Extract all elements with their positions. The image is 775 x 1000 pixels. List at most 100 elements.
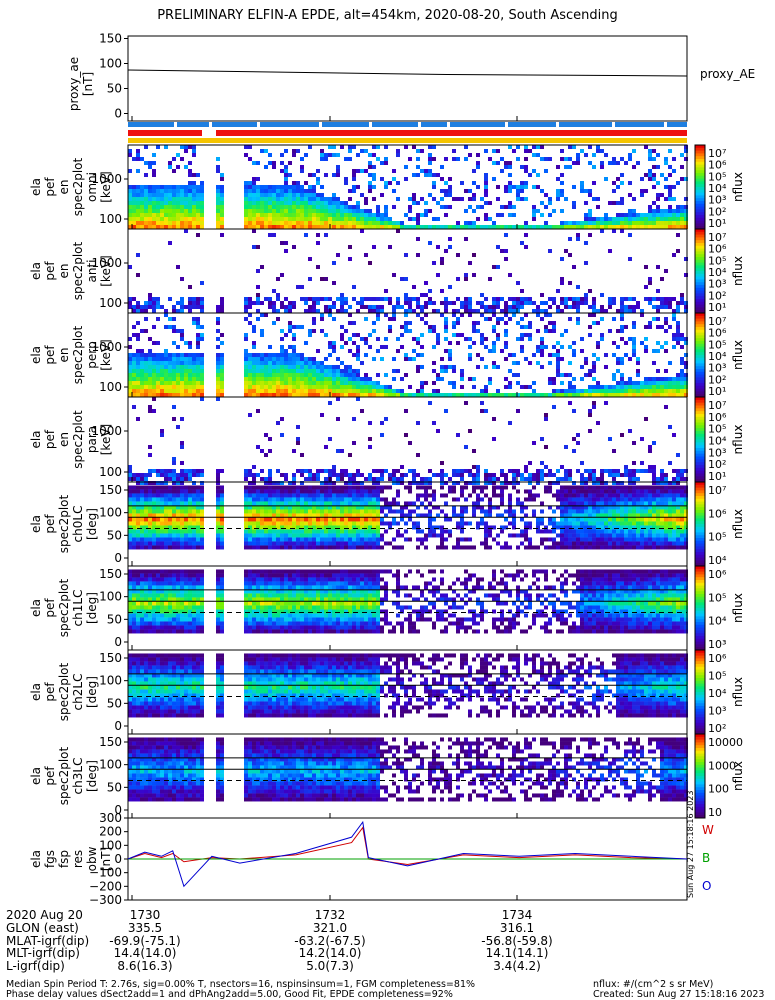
spectrogram-cell: [248, 413, 252, 417]
spectrogram-cell: [132, 325, 136, 329]
spectrogram-cell: [248, 469, 252, 473]
spectrogram-cell: [188, 205, 192, 209]
spectrogram-cell: [196, 233, 200, 237]
spectrogram-cell: [292, 361, 296, 365]
spectrogram-cell: [384, 417, 388, 421]
spectrogram-cell: [284, 353, 288, 357]
spectrogram-cell: [216, 473, 220, 477]
spectrogram-cell: [620, 337, 624, 341]
spectrogram-cell: [628, 513, 632, 518]
spectrogram-cell: [648, 389, 652, 393]
spectrogram-cell: [140, 305, 144, 309]
spectrogram-cell: [132, 373, 136, 377]
spectrogram-cell: [128, 301, 132, 305]
spectrogram-cell: [600, 337, 604, 341]
spectrogram-cell: [316, 365, 320, 369]
epd-coverage-segment: [128, 130, 202, 136]
spectrogram-cell: [632, 385, 636, 389]
spectrogram-cell: [540, 473, 544, 477]
spectrogram-cell: [636, 225, 640, 229]
spectrogram-cell: [404, 225, 408, 229]
spectrogram-cell: [132, 193, 136, 197]
spectrogram-cell: [612, 161, 616, 165]
spectrogram-cell: [676, 305, 680, 309]
spectrogram-cell: [600, 505, 604, 510]
spectrogram-cell: [248, 157, 252, 161]
spectrogram-cell: [284, 361, 288, 365]
spectrogram-cell: [584, 153, 588, 157]
spectrogram-cell: [372, 389, 376, 393]
spectrogram-cell: [264, 545, 268, 550]
spectrogram-cell: [168, 513, 172, 518]
spectrogram-cell: [472, 225, 476, 229]
spectrogram-cell: [284, 497, 288, 502]
spectrogram-cell: [256, 377, 260, 381]
spectrogram-cell: [296, 485, 300, 490]
spectrogram-cell: [484, 509, 488, 514]
spectrogram-cell: [368, 541, 372, 546]
spectrogram-cell: [348, 473, 352, 477]
spectrogram-cell: [668, 297, 672, 301]
spectrogram-cell: [552, 509, 556, 514]
spectrogram-cell: [284, 209, 288, 213]
proxy-ae-frame: [127, 35, 688, 122]
spectrogram-cell: [368, 393, 372, 397]
spectrogram-cell: [340, 505, 344, 510]
spectrogram-cell: [320, 493, 324, 498]
spectrogram-cell: [612, 525, 616, 530]
spectrogram-cell: [340, 529, 344, 534]
spectrogram-cell: [504, 313, 508, 317]
spectrogram-cell: [540, 309, 544, 313]
spectrogram-cell: [472, 393, 476, 397]
spectrogram-cell: [416, 221, 420, 225]
spectrogram-cell: [252, 545, 256, 550]
spectrogram-cell: [384, 161, 388, 165]
spectrogram-cell: [304, 489, 308, 494]
spectrogram-cell: [152, 169, 156, 173]
spectrogram-cell: [192, 149, 196, 153]
spectrogram-cell: [508, 509, 512, 514]
spectrogram-cell: [636, 373, 640, 377]
spectrogram-cell: [252, 489, 256, 494]
spectrogram-cell: [296, 545, 300, 550]
spectrogram-cell: [312, 197, 316, 201]
spectrogram-cell: [280, 377, 284, 381]
spectrogram-cell: [188, 213, 192, 217]
spectrogram-cell: [376, 501, 380, 506]
spectrogram-cell: [272, 233, 276, 237]
spectrogram-cell: [568, 541, 572, 546]
spectrogram-cell: [288, 309, 292, 313]
spectrogram-cell: [336, 497, 340, 502]
spectrogram-cell: [220, 381, 224, 385]
spectrogram-cell: [504, 473, 508, 477]
spectrogram-cell: [560, 485, 564, 490]
spectrogram-cell: [528, 477, 532, 481]
spectrogram-cell: [352, 509, 356, 514]
spectrogram-cell: [216, 217, 220, 221]
spectrogram-cell: [268, 537, 272, 542]
spectrogram-cell: [292, 153, 296, 157]
spectrogram-cell: [560, 181, 564, 185]
spectrogram-cell: [256, 357, 260, 361]
spectrogram-cell: [648, 225, 652, 229]
spectrogram-cell: [280, 509, 284, 514]
spectrogram-cell: [684, 361, 688, 365]
spectrogram-cell: [184, 541, 188, 546]
spectrogram-cell: [184, 189, 188, 193]
spectrogram-cell: [284, 181, 288, 185]
spectrogram-cell: [396, 545, 400, 550]
spectrogram-cell: [312, 193, 316, 197]
spectrogram-cell: [136, 517, 140, 522]
spectrogram-cell: [600, 533, 604, 538]
spectrogram-cell: [460, 525, 464, 530]
spectrogram-cell: [296, 213, 300, 217]
spectrogram-cell: [432, 533, 436, 538]
spectrogram-cell: [588, 521, 592, 526]
spectrogram-cell: [444, 493, 448, 498]
spectrogram-cell: [264, 221, 268, 225]
spectrogram-cell: [256, 505, 260, 510]
spectrogram-cell: [424, 381, 428, 385]
spectrogram-cell: [444, 213, 448, 217]
spectrogram-cell: [320, 389, 324, 393]
spectrogram-cell: [584, 221, 588, 225]
